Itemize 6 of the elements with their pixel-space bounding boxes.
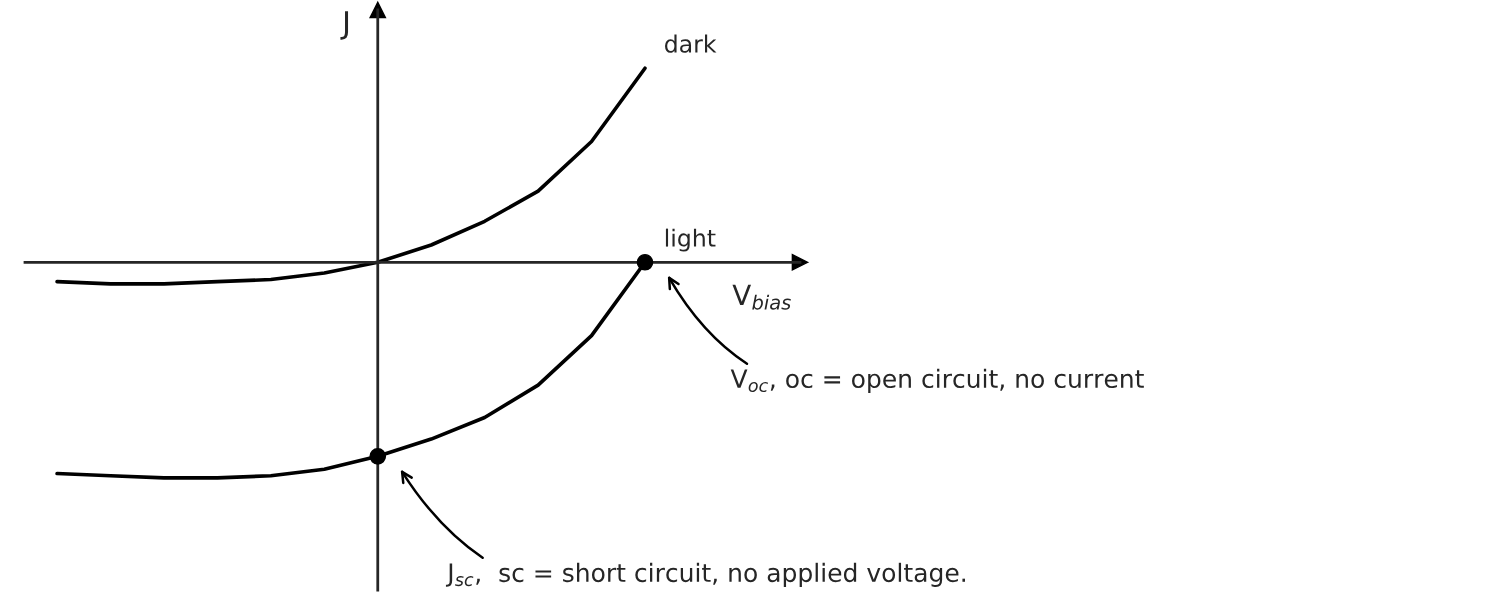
series-label: light xyxy=(665,228,716,252)
x-axis-title: V$_{bias}$ xyxy=(732,284,791,310)
y-axis-title: J xyxy=(340,11,349,40)
series-label: dark xyxy=(665,34,717,53)
text: V$_{oc}$, oc = open circuit, no current xyxy=(730,368,1144,393)
text: J$_{sc}$, sc = short circuit, no applied voltage. xyxy=(445,562,966,587)
